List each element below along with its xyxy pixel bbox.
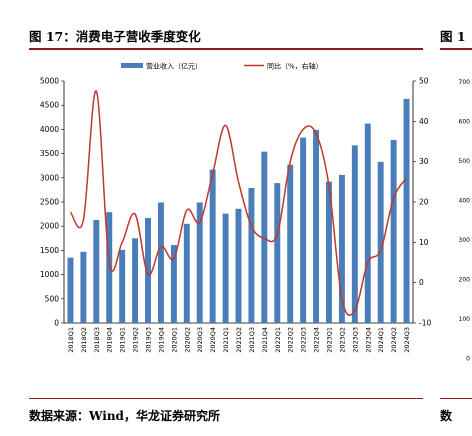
bar: [222, 213, 229, 323]
bar: [80, 251, 87, 323]
x-tick-label: 2023Q4: [364, 327, 372, 353]
left-tick-label: 4000: [40, 125, 59, 134]
next-figure-tick-label: 400: [459, 198, 471, 205]
bar: [313, 129, 320, 323]
bar: [157, 202, 164, 323]
bar: [170, 245, 177, 323]
bar: [300, 137, 307, 323]
left-tick-label: 2500: [40, 198, 59, 207]
x-tick-label: 2022Q4: [313, 327, 321, 353]
x-tick-label: 2021Q2: [235, 327, 243, 353]
next-figure-tick-label: 600: [459, 119, 471, 126]
x-tick-label: 2023Q1: [325, 327, 333, 353]
right-tick-label: 40: [419, 117, 429, 126]
x-tick-label: 2018Q2: [80, 327, 88, 353]
right-tick-label: 10: [419, 238, 429, 247]
title-rule: [29, 48, 423, 50]
bar: [132, 238, 139, 323]
bar: [377, 161, 384, 323]
right-tick-label: 20: [419, 198, 429, 207]
left-tick-label: 4500: [40, 101, 59, 110]
x-tick-labels: 2018Q1 2018Q2 2018Q3 2018Q4 2019Q1 2019Q2 2019…: [67, 327, 411, 353]
x-tick-label: 2023Q2: [338, 327, 346, 353]
x-tick-label: 2024Q3: [403, 327, 411, 353]
next-title-rule: [440, 48, 472, 50]
left-tick-label: 2000: [40, 222, 59, 231]
x-tick-label: 2023Q3: [351, 327, 359, 353]
chart-legend: 营业收入（亿元） 同比（%，右轴）: [121, 62, 323, 71]
x-tick-label: 2018Q4: [106, 327, 114, 353]
next-figure-title-fragment: 图 1: [440, 29, 466, 44]
bar: [235, 208, 242, 323]
x-tick-label: 2022Q3: [300, 327, 308, 353]
bar: [403, 98, 410, 324]
left-tick-label: 3000: [40, 173, 59, 182]
left-tick-label: 1500: [40, 246, 59, 255]
bar: [93, 219, 100, 323]
left-tick-label: 5000: [40, 77, 59, 86]
right-tick-label: 0: [419, 278, 424, 287]
x-tick-label: 2022Q1: [274, 327, 282, 353]
next-figure-tick-label: 300: [459, 237, 471, 244]
x-tick-label: 2019Q2: [132, 327, 140, 353]
bar: [196, 202, 203, 323]
left-tick-label: 500: [45, 294, 60, 303]
x-tick-label: 2019Q4: [157, 327, 165, 353]
bar: [183, 223, 190, 323]
bar: [248, 187, 255, 323]
x-tick-label: 2019Q3: [145, 327, 153, 353]
bar: [326, 181, 332, 323]
x-tick-label: 2021Q3: [248, 327, 256, 353]
legend-bar-swatch: [121, 63, 143, 68]
data-source: 数据来源：Wind，华龙证券研究所: [29, 409, 220, 423]
legend-line-label: 同比（%，右轴）: [267, 62, 323, 71]
next-figure-ticks: 700 600 500 400 300 200 100 0: [459, 79, 471, 363]
x-tick-label: 2020Q2: [183, 327, 191, 353]
right-tick-label: 30: [419, 157, 429, 166]
right-tick-label: -10: [419, 319, 431, 328]
bar-series: [67, 98, 410, 324]
x-tick-label: 2020Q1: [170, 327, 178, 353]
bar: [287, 164, 294, 323]
source-rule: [29, 398, 423, 399]
bar: [261, 151, 268, 323]
bar: [338, 174, 345, 323]
next-figure-source-fragment: 数: [440, 409, 453, 423]
x-tick-label: 2024Q2: [390, 327, 398, 353]
yoy-line: [69, 90, 408, 316]
bar: [119, 249, 126, 323]
next-figure-tick-label: 700: [459, 79, 471, 86]
next-figure-tick-label: 0: [466, 356, 470, 363]
x-tick-label: 2021Q1: [222, 327, 230, 353]
next-figure-tick-label: 200: [459, 277, 471, 284]
x-tick-label: 2018Q3: [93, 327, 101, 353]
bar: [364, 123, 371, 323]
figure-title: 图 17：消费电子营收季度变化: [29, 29, 201, 44]
next-source-rule: [440, 398, 472, 399]
x-tick-label: 2020Q4: [209, 327, 217, 353]
chart-axes: 0500100015002000250030003500400045005000…: [40, 77, 432, 328]
bar: [145, 217, 151, 323]
bar: [209, 169, 216, 323]
next-figure-tick-label: 500: [459, 158, 471, 165]
x-tick-label: 2020Q3: [196, 327, 204, 353]
bar: [67, 257, 74, 323]
x-tick-label: 2024Q1: [377, 327, 385, 353]
next-figure-tick-label: 100: [459, 316, 471, 323]
left-tick-label: 1000: [40, 270, 59, 279]
x-tick-label: 2021Q4: [261, 327, 269, 353]
bar: [390, 140, 397, 323]
x-tick-label: 2019Q1: [119, 327, 127, 353]
legend-bar-label: 营业收入（亿元）: [146, 62, 202, 71]
bar: [106, 212, 113, 323]
right-tick-label: 50: [419, 77, 429, 86]
bar: [351, 145, 358, 323]
x-tick-label: 2018Q1: [67, 327, 75, 353]
left-tick-label: 0: [54, 319, 59, 328]
left-tick-label: 3500: [40, 149, 59, 158]
x-tick-label: 2022Q2: [287, 327, 295, 353]
bar: [274, 183, 281, 323]
